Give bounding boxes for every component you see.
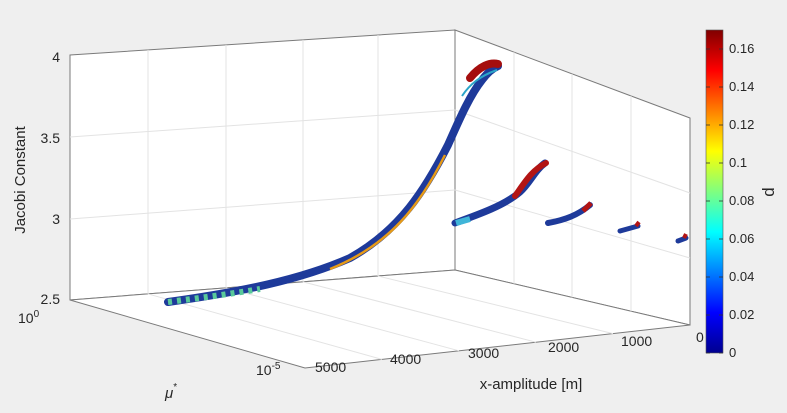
- main-curve: [164, 62, 502, 306]
- x-tick-label: 3000: [468, 345, 499, 361]
- x-axis: 5000 4000 3000 2000 1000 0 x-amplitude […: [315, 329, 704, 393]
- grid-lines: [69, 35, 691, 360]
- z-tick-label: 4: [52, 49, 60, 65]
- mu-axis-label: μ*: [164, 382, 177, 402]
- z-tick-label: 2.5: [41, 291, 61, 307]
- colorbar: 0 0.02 0.04 0.06 0.08 0.1 0.12 0.14 0.16…: [705, 29, 778, 360]
- colorbar-tick-label: 0.12: [729, 117, 754, 132]
- branch-5-tip: [682, 233, 688, 239]
- z-axis: 2.5 3 3.5 4 Jacobi Constant: [12, 49, 60, 307]
- colorbar-label: d: [759, 187, 778, 196]
- branch-3-tip: [581, 201, 593, 213]
- branch-2-tip: [512, 160, 549, 199]
- mu-axis: 100 10-5 μ*: [18, 309, 281, 402]
- branch-2-start: [455, 216, 471, 226]
- grid-line: [147, 293, 383, 360]
- grid-line: [377, 275, 614, 335]
- main-curve-tip: [466, 59, 502, 82]
- colorbar-tick-label: 0.1: [729, 155, 747, 170]
- grid-line: [225, 287, 460, 352]
- x-tick-label: 4000: [390, 351, 421, 367]
- z-tick-label: 3: [52, 211, 60, 227]
- colorbar-gradient: [705, 29, 724, 354]
- mu-tick-top: 100: [18, 309, 40, 326]
- main-curve-highlight: [329, 154, 447, 271]
- colorbar-tick-label: 0.16: [729, 41, 754, 56]
- colorbar-ticks: [706, 48, 723, 354]
- grid-line: [302, 281, 537, 343]
- x-tick-label: 0: [696, 329, 704, 345]
- data-curves: [164, 59, 689, 306]
- colorbar-tick-label: 0.14: [729, 79, 754, 94]
- colorbar-tick-label: 0.02: [729, 307, 754, 322]
- main-curve-tail: [167, 286, 261, 305]
- z-axis-label: Jacobi Constant: [12, 125, 29, 233]
- branch-4-curve: [617, 223, 641, 234]
- grid-line: [69, 189, 456, 220]
- colorbar-tick-label: 0.06: [729, 231, 754, 246]
- z-tick-label: 3.5: [41, 130, 61, 146]
- x-axis-label: x-amplitude [m]: [480, 376, 583, 393]
- x-tick-label: 2000: [548, 339, 579, 355]
- x-tick-label: 1000: [621, 333, 652, 349]
- back-wall: [69, 29, 456, 301]
- axes-box: [69, 29, 691, 369]
- colorbar-tick-label: 0.08: [729, 193, 754, 208]
- main-curve-tip-inner: [461, 69, 498, 97]
- branch-5-curve: [675, 235, 689, 244]
- branch-4-tip: [634, 220, 641, 228]
- colorbar-tick-label: 0.04: [729, 269, 754, 284]
- colorbar-tick-label: 0: [729, 345, 736, 360]
- x-tick-label: 5000: [315, 359, 346, 375]
- mu-tick-bottom: 10-5: [256, 361, 281, 378]
- grid-line: [69, 109, 456, 138]
